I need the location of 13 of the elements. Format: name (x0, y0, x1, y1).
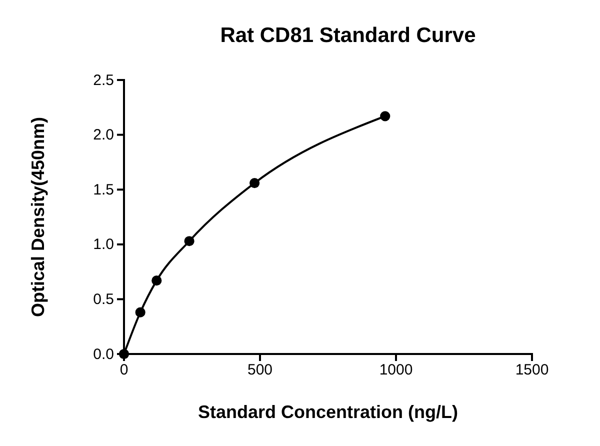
x-axis-title: Standard Concentration (ng/L) (198, 402, 458, 422)
y-tick-label: 1.0 (93, 236, 114, 254)
x-tick-label: 1000 (379, 362, 413, 379)
y-tick-label: 0.0 (93, 346, 114, 363)
y-axis-title: Optical Density(450nm) (28, 116, 48, 318)
y-tick-label: 0.5 (93, 291, 114, 308)
chart-title: Rat CD81 Standard Curve (220, 24, 476, 47)
y-tick-label: 2.5 (93, 72, 114, 89)
y-tick-label: 2.0 (93, 126, 114, 144)
x-tick-label: 0 (120, 362, 128, 379)
y-tick-label: 1.5 (93, 181, 114, 198)
x-tick-label: 500 (247, 362, 273, 379)
x-tick-label: 1500 (515, 362, 549, 379)
